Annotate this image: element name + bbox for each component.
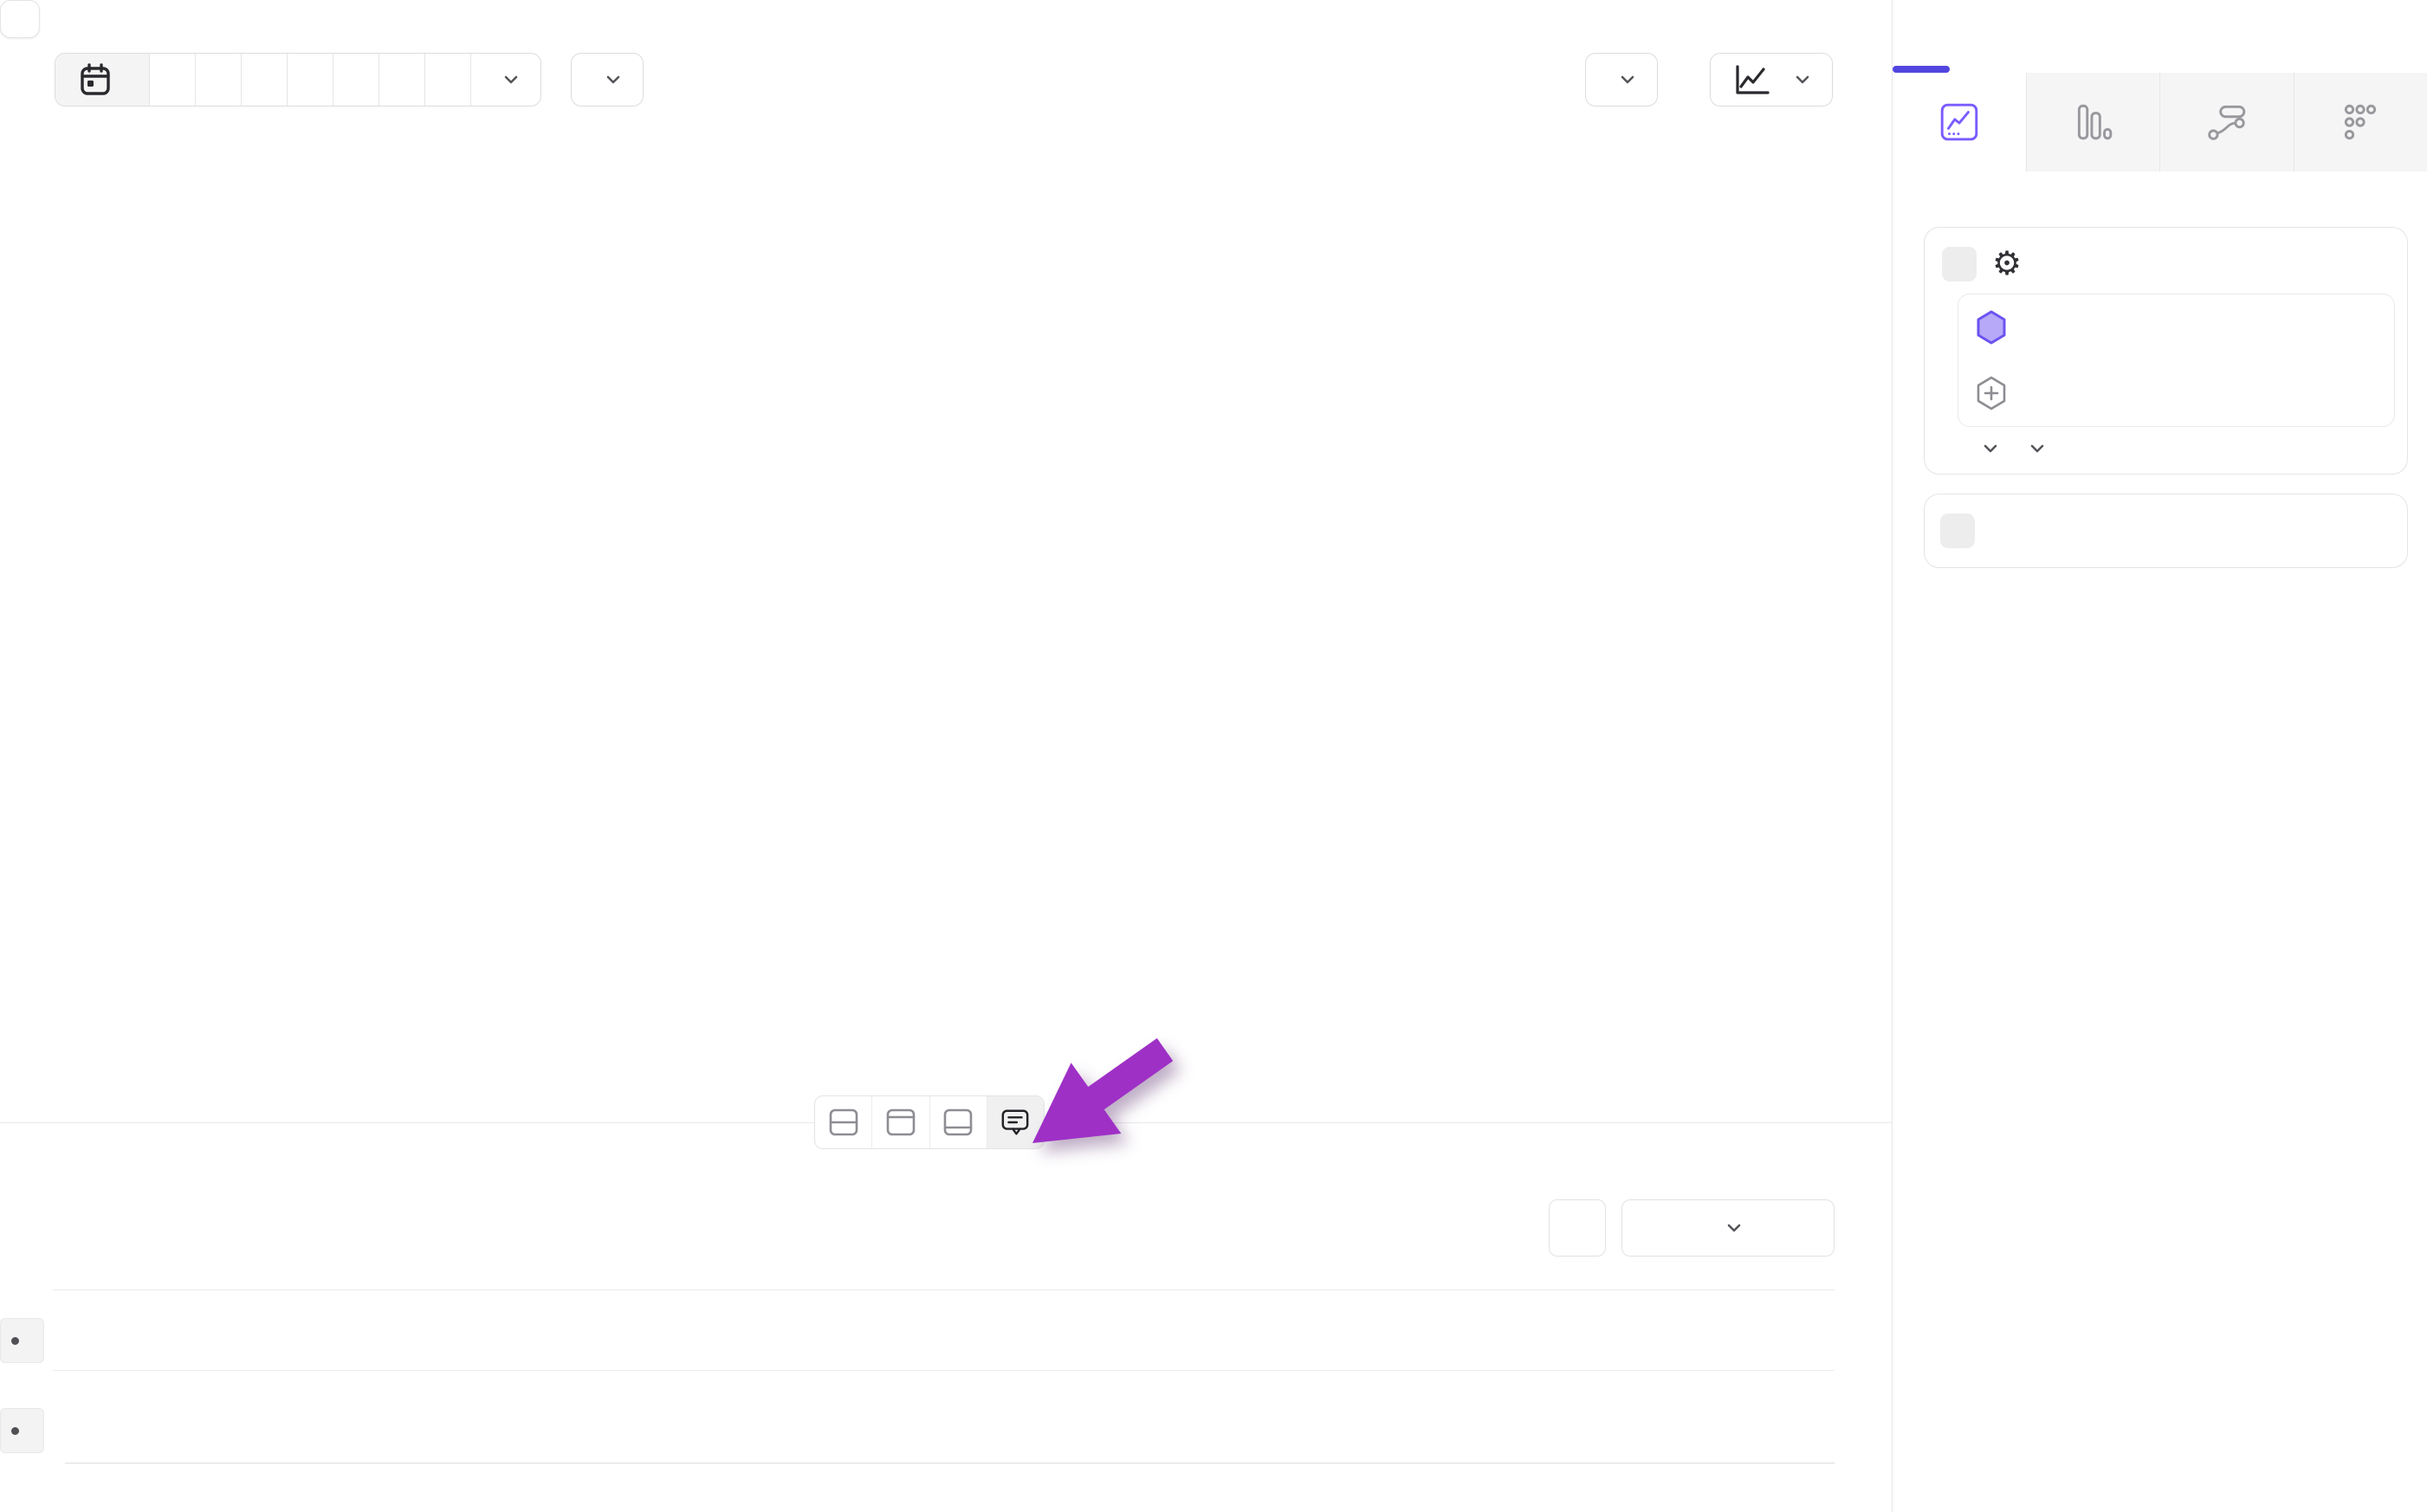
chart-type-button[interactable] [1710, 53, 1833, 107]
chart-type-metric-tab[interactable] [2293, 73, 2427, 171]
annotation-dot [11, 1336, 19, 1345]
panel-top-icon [886, 1108, 916, 1136]
split-horizontal-view-button[interactable] [815, 1096, 871, 1148]
filter-by-tags-button[interactable] [1621, 1199, 1835, 1257]
comment-icon [1001, 1109, 1029, 1135]
metric-a-footer [1937, 427, 2395, 462]
preset-3m[interactable] [333, 54, 379, 106]
preset-12m[interactable] [424, 54, 470, 106]
aggregation-select[interactable] [2020, 444, 2044, 453]
annotation-item-product[interactable] [0, 1408, 44, 1453]
metric-a-header[interactable]: ⚙ [1937, 240, 2395, 294]
lane-divider [53, 1370, 1835, 1371]
event-row-all-events[interactable] [1958, 294, 2394, 360]
preset-yesterday[interactable] [195, 54, 241, 106]
chart-type-line-tab[interactable] [1893, 73, 2026, 171]
cursor-pointer-arrow [1032, 1037, 1174, 1143]
events-card [1958, 294, 2395, 427]
lane-divider [53, 1289, 1835, 1290]
report-toolbar [55, 53, 1833, 107]
chart-type-bar-tab[interactable] [2025, 73, 2159, 171]
preset-7d[interactable] [241, 54, 287, 106]
annotation-item-marketing[interactable] [0, 1318, 44, 1363]
chart-type-flow-tab[interactable] [2159, 73, 2294, 171]
metric-number-icon [2345, 104, 2377, 140]
panel-bottom-icon [943, 1108, 973, 1136]
entity-select[interactable] [1973, 444, 1997, 453]
chevron-down-icon [1727, 1224, 1741, 1232]
preset-xtd-dropdown[interactable] [470, 54, 540, 106]
gear-icon[interactable]: ⚙ [1992, 246, 2022, 282]
chevron-down-icon [2030, 444, 2044, 453]
add-event-hexagon-icon [1977, 376, 2006, 410]
panel-tabs [1893, 0, 2427, 73]
annotation-count-badge[interactable] [0, 0, 40, 38]
chart-type-tabs [1893, 73, 2427, 171]
add-annotation-button[interactable] [1549, 1199, 1606, 1257]
line-chart-icon [1736, 65, 1770, 94]
add-metric-card[interactable] [1924, 494, 2408, 568]
chevron-down-icon [1796, 75, 1809, 84]
chevron-down-icon [1984, 444, 1997, 453]
metric-a-badge [1942, 247, 1977, 281]
line-chart-icon [1940, 103, 1977, 141]
preset-6m[interactable] [379, 54, 424, 106]
chart-svg[interactable] [0, 139, 1892, 1134]
chevron-down-icon [606, 75, 620, 84]
compare-button[interactable] [571, 53, 644, 107]
view-layout-toolbar [814, 1095, 1045, 1149]
date-range-control [55, 53, 541, 107]
chart-display-controls [1585, 53, 1833, 107]
chevron-down-icon [504, 75, 518, 84]
panel-body: ⚙ [1893, 171, 2427, 717]
granularity-button[interactable] [1585, 53, 1658, 107]
bar-chart-icon [2078, 104, 2113, 140]
report-main-area [0, 0, 1892, 1476]
event-hexagon-icon [1977, 310, 2006, 345]
panel-bottom-view-button[interactable] [929, 1096, 987, 1148]
date-controls [55, 53, 644, 107]
axis-line [65, 1463, 1835, 1464]
add-event-row[interactable] [1958, 360, 2394, 426]
preset-today[interactable] [149, 54, 195, 106]
date-range-button[interactable] [55, 54, 149, 106]
annotations-timeline-axis [0, 1463, 1892, 1476]
split-horizontal-icon [829, 1108, 858, 1136]
flow-chart-icon [2207, 105, 2245, 140]
annotation-dot [11, 1426, 19, 1435]
chevron-down-icon [1621, 75, 1634, 84]
query-panel: ⚙ [1892, 0, 2427, 1512]
metric-b-badge [1940, 514, 1975, 548]
calendar-icon [81, 63, 110, 95]
metric-card-a: ⚙ [1924, 227, 2408, 475]
active-tab-underline [1893, 66, 1950, 73]
panel-top-view-button[interactable] [871, 1096, 929, 1148]
preset-30d[interactable] [287, 54, 333, 106]
